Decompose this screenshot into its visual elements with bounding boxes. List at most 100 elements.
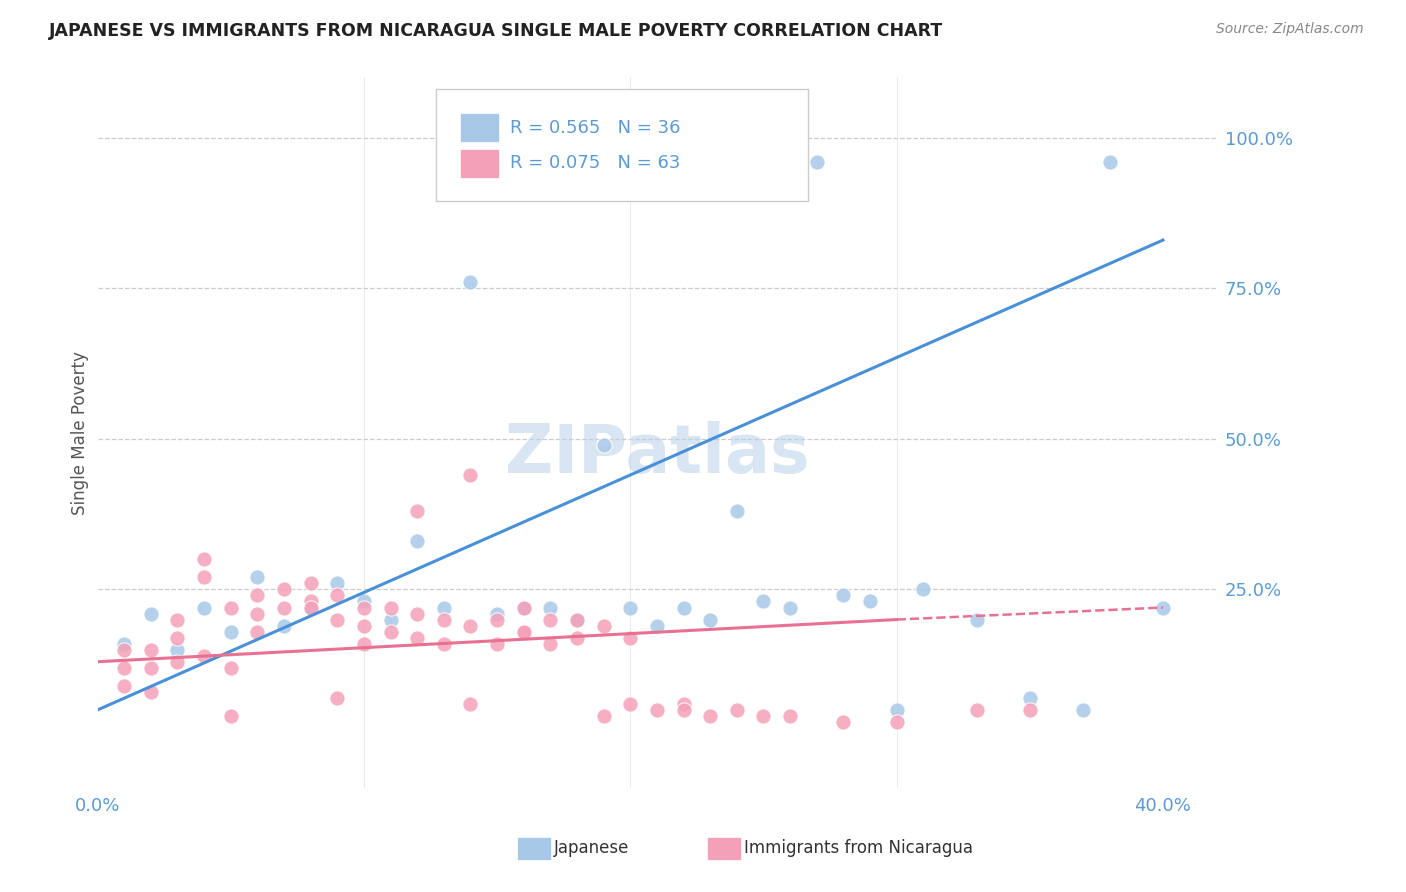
Point — [886, 703, 908, 717]
Point — [193, 648, 215, 663]
Point — [406, 504, 429, 518]
Point — [166, 655, 188, 669]
Point — [619, 697, 641, 711]
Point — [219, 600, 242, 615]
Point — [859, 594, 882, 608]
Point — [460, 275, 482, 289]
Point — [166, 613, 188, 627]
Point — [966, 613, 988, 627]
Point — [406, 607, 429, 621]
Point — [380, 613, 402, 627]
Point — [672, 697, 695, 711]
Point — [433, 613, 456, 627]
Point — [538, 600, 561, 615]
Y-axis label: Single Male Poverty: Single Male Poverty — [72, 351, 89, 515]
Point — [1071, 703, 1094, 717]
Text: Japanese: Japanese — [554, 839, 630, 857]
Point — [246, 589, 269, 603]
Point — [299, 576, 322, 591]
Point — [193, 552, 215, 566]
Point — [219, 709, 242, 723]
Point — [460, 697, 482, 711]
Point — [460, 618, 482, 632]
Point — [139, 642, 162, 657]
Point — [299, 600, 322, 615]
Point — [112, 637, 135, 651]
Point — [139, 607, 162, 621]
Point — [619, 600, 641, 615]
Point — [166, 631, 188, 645]
Point — [1152, 600, 1174, 615]
Text: Immigrants from Nicaragua: Immigrants from Nicaragua — [744, 839, 973, 857]
Point — [779, 709, 801, 723]
Point — [592, 618, 614, 632]
Point — [139, 685, 162, 699]
Point — [725, 703, 748, 717]
Point — [538, 613, 561, 627]
Text: R = 0.075   N = 63: R = 0.075 N = 63 — [510, 154, 681, 172]
Point — [326, 690, 349, 705]
Point — [380, 624, 402, 639]
Point — [460, 468, 482, 483]
Point — [538, 637, 561, 651]
Point — [912, 582, 935, 597]
Point — [112, 661, 135, 675]
Point — [246, 624, 269, 639]
Point — [752, 709, 775, 723]
Point — [193, 600, 215, 615]
Point — [886, 714, 908, 729]
Point — [752, 594, 775, 608]
Point — [433, 637, 456, 651]
Point — [672, 600, 695, 615]
Point — [193, 570, 215, 584]
Point — [486, 613, 509, 627]
Point — [139, 661, 162, 675]
Point — [246, 607, 269, 621]
Point — [486, 607, 509, 621]
Point — [273, 582, 295, 597]
Text: R = 0.565   N = 36: R = 0.565 N = 36 — [510, 119, 681, 136]
Point — [699, 709, 721, 723]
Point — [299, 594, 322, 608]
Point — [699, 613, 721, 627]
Point — [1098, 154, 1121, 169]
Point — [512, 600, 534, 615]
Point — [380, 600, 402, 615]
Point — [832, 589, 855, 603]
Point — [565, 613, 588, 627]
Point — [512, 600, 534, 615]
Point — [353, 618, 375, 632]
Point — [619, 631, 641, 645]
Text: Source: ZipAtlas.com: Source: ZipAtlas.com — [1216, 22, 1364, 37]
Point — [645, 703, 668, 717]
Point — [219, 624, 242, 639]
Point — [353, 600, 375, 615]
Text: JAPANESE VS IMMIGRANTS FROM NICARAGUA SINGLE MALE POVERTY CORRELATION CHART: JAPANESE VS IMMIGRANTS FROM NICARAGUA SI… — [49, 22, 943, 40]
Point — [273, 618, 295, 632]
Point — [353, 637, 375, 651]
Point — [246, 570, 269, 584]
Point — [112, 642, 135, 657]
Point — [806, 154, 828, 169]
Point — [299, 600, 322, 615]
Point — [112, 679, 135, 693]
Point — [645, 618, 668, 632]
Point — [512, 624, 534, 639]
Point — [832, 714, 855, 729]
Point — [406, 534, 429, 549]
Point — [592, 709, 614, 723]
Point — [725, 504, 748, 518]
Point — [219, 661, 242, 675]
Point — [326, 576, 349, 591]
Point — [512, 624, 534, 639]
Point — [565, 631, 588, 645]
Point — [326, 589, 349, 603]
Point — [779, 600, 801, 615]
Text: ZIPatlas: ZIPatlas — [505, 421, 810, 487]
Point — [433, 600, 456, 615]
Point — [326, 613, 349, 627]
Point — [486, 637, 509, 651]
Point — [672, 703, 695, 717]
Point — [966, 703, 988, 717]
Point — [273, 600, 295, 615]
